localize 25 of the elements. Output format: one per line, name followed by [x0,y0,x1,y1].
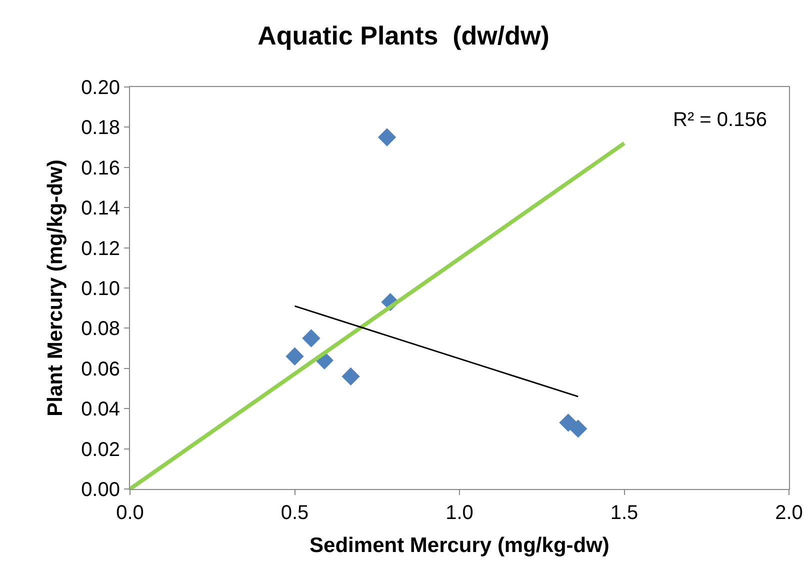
y-axis-title: Plant Mercury (mg/kg-dw) [44,160,68,416]
y-tick-label: 0.10 [81,278,120,300]
y-tick-label: 0.04 [81,398,120,421]
point [378,128,396,146]
y-tick-label: 0.14 [81,198,120,220]
y-tick-label: 0.02 [81,438,120,461]
x-axis-title: Sediment Mercury (mg/kg-dw) [310,534,610,558]
x-tick-label: 0.5 [280,502,309,524]
x-tick-label: 2.0 [775,502,803,524]
x-tick-label: 0.0 [116,502,144,524]
y-tick-label: 0.06 [81,358,120,380]
annotation: R² = 0.156 [673,109,767,131]
x-tick-label: 1.5 [610,502,638,524]
y-tick-label: 0.16 [81,157,120,180]
y-tick-label: 0.08 [81,318,120,340]
chart-title: Aquatic Plants (dw/dw) [258,20,550,51]
y-tick-label: 0.00 [81,479,120,501]
y-tick-label: 0.12 [81,238,120,260]
x-tick-label: 1.0 [446,502,474,524]
point [286,347,304,366]
point [302,329,320,348]
y-tick-label: 0.20 [81,77,120,99]
point [569,420,588,438]
y-tick-label: 0.18 [81,117,120,140]
point [342,367,360,386]
